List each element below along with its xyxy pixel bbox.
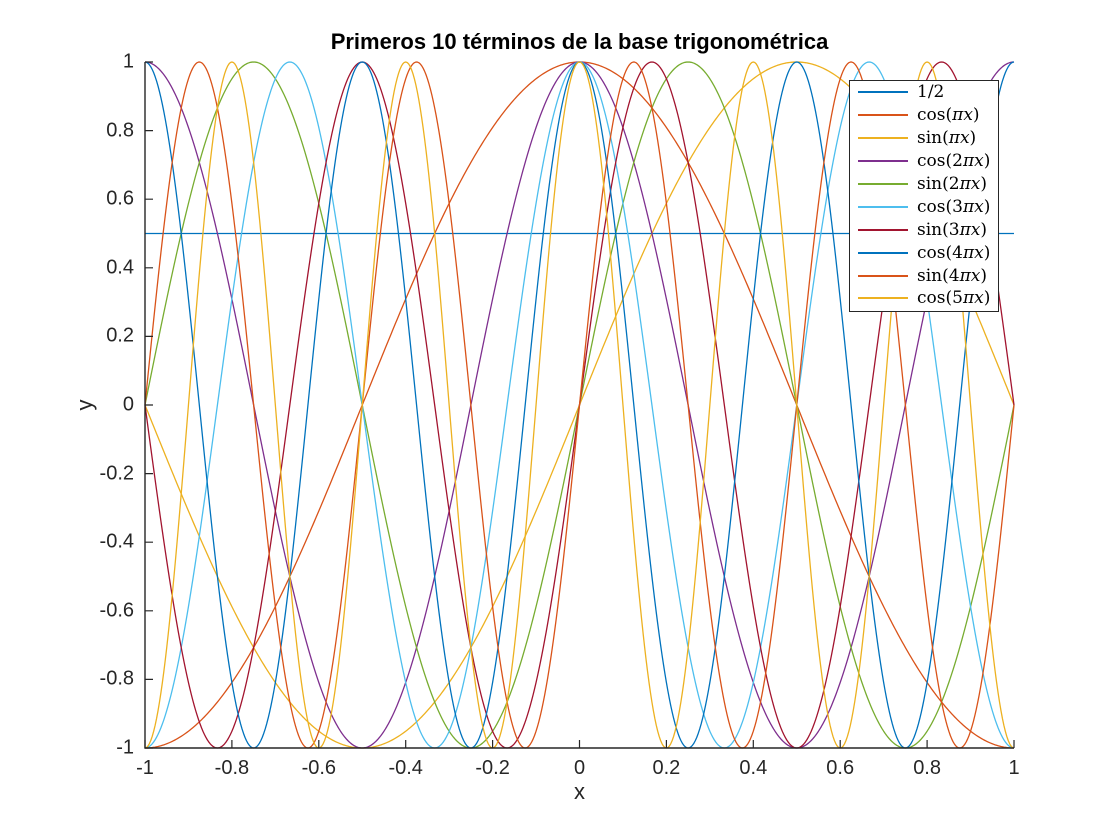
legend-line-sample [858,205,908,208]
x-tick-label: -1 [136,757,154,779]
y-tick-label: -1 [116,736,134,759]
x-tick-label: 0.2 [652,757,681,779]
y-tick-label: 0.2 [106,324,134,347]
y-tick-label: -0.6 [99,599,134,622]
y-tick-label: -0.4 [99,530,134,553]
legend-item-label: cos(3πx) [917,196,991,217]
legend-item-label: cos(2πx) [917,151,991,172]
legend-item: 1/2 [850,81,998,104]
legend-line-sample [858,183,908,185]
legend-line-sample [858,114,908,117]
x-tick-label: 0.6 [826,757,855,779]
y-tick-label: 0.4 [106,256,134,279]
legend-item: sin(4πx) [850,264,998,287]
y-axis-label: y [72,399,97,411]
x-tick-label: 1 [1008,757,1020,779]
x-tick-label: -0.2 [475,757,510,779]
x-tick-label: 0.4 [739,757,768,779]
legend-line-sample [858,91,908,94]
y-tick-label: 0.6 [106,187,134,210]
chart-title: Primeros 10 términos de la base trigonom… [330,29,829,54]
x-tick-label: -0.4 [388,757,423,779]
legend-item: cos(3πx) [850,195,998,218]
legend-line-sample [858,297,908,300]
legend-line-sample [858,137,908,140]
legend-item: sin(3πx) [850,218,998,241]
legend-line-sample [858,274,908,277]
x-tick-label: 0.8 [913,757,941,779]
legend-item-label: cos(4πx) [917,242,991,263]
y-tick-label: -0.2 [99,462,134,485]
legend-item: sin(2πx) [850,173,998,196]
x-tick-label: 0 [573,757,586,779]
legend-item-label: sin(4πx) [917,265,987,286]
legend-item-label: sin(πx) [917,128,977,149]
y-tick-label: 0 [122,393,134,416]
legend: 1/2 cos(πx) sin(πx) cos(2πx) sin(2πx) cos(3πx… [849,80,999,312]
y-tick-label: 0.8 [106,119,134,142]
curve-9 [144,61,1015,749]
x-tick-label: -0.8 [214,757,250,779]
legend-item-label: sin(3πx) [917,219,987,240]
legend-line-sample [858,251,908,254]
legend-item-label: cos(πx) [917,105,980,126]
x-axis-label: x [574,779,585,804]
legend-item: sin(πx) [850,127,998,150]
legend-item: cos(2πx) [850,150,998,173]
y-tick-label: -0.8 [99,667,134,690]
y-tick-label: 1 [122,50,134,73]
legend-item: cos(4πx) [850,241,998,264]
legend-item-label: sin(2πx) [917,174,987,194]
x-tick-label: -0.6 [301,757,337,779]
legend-line-sample [858,160,908,163]
legend-item: cos(πx) [850,104,998,127]
legend-item-label: 1/2 [917,82,945,103]
tick-marks [144,61,1015,749]
legend-item-label: cos(5πx) [917,288,991,309]
legend-line-sample [858,228,908,231]
legend-item: cos(5πx) [850,287,998,310]
